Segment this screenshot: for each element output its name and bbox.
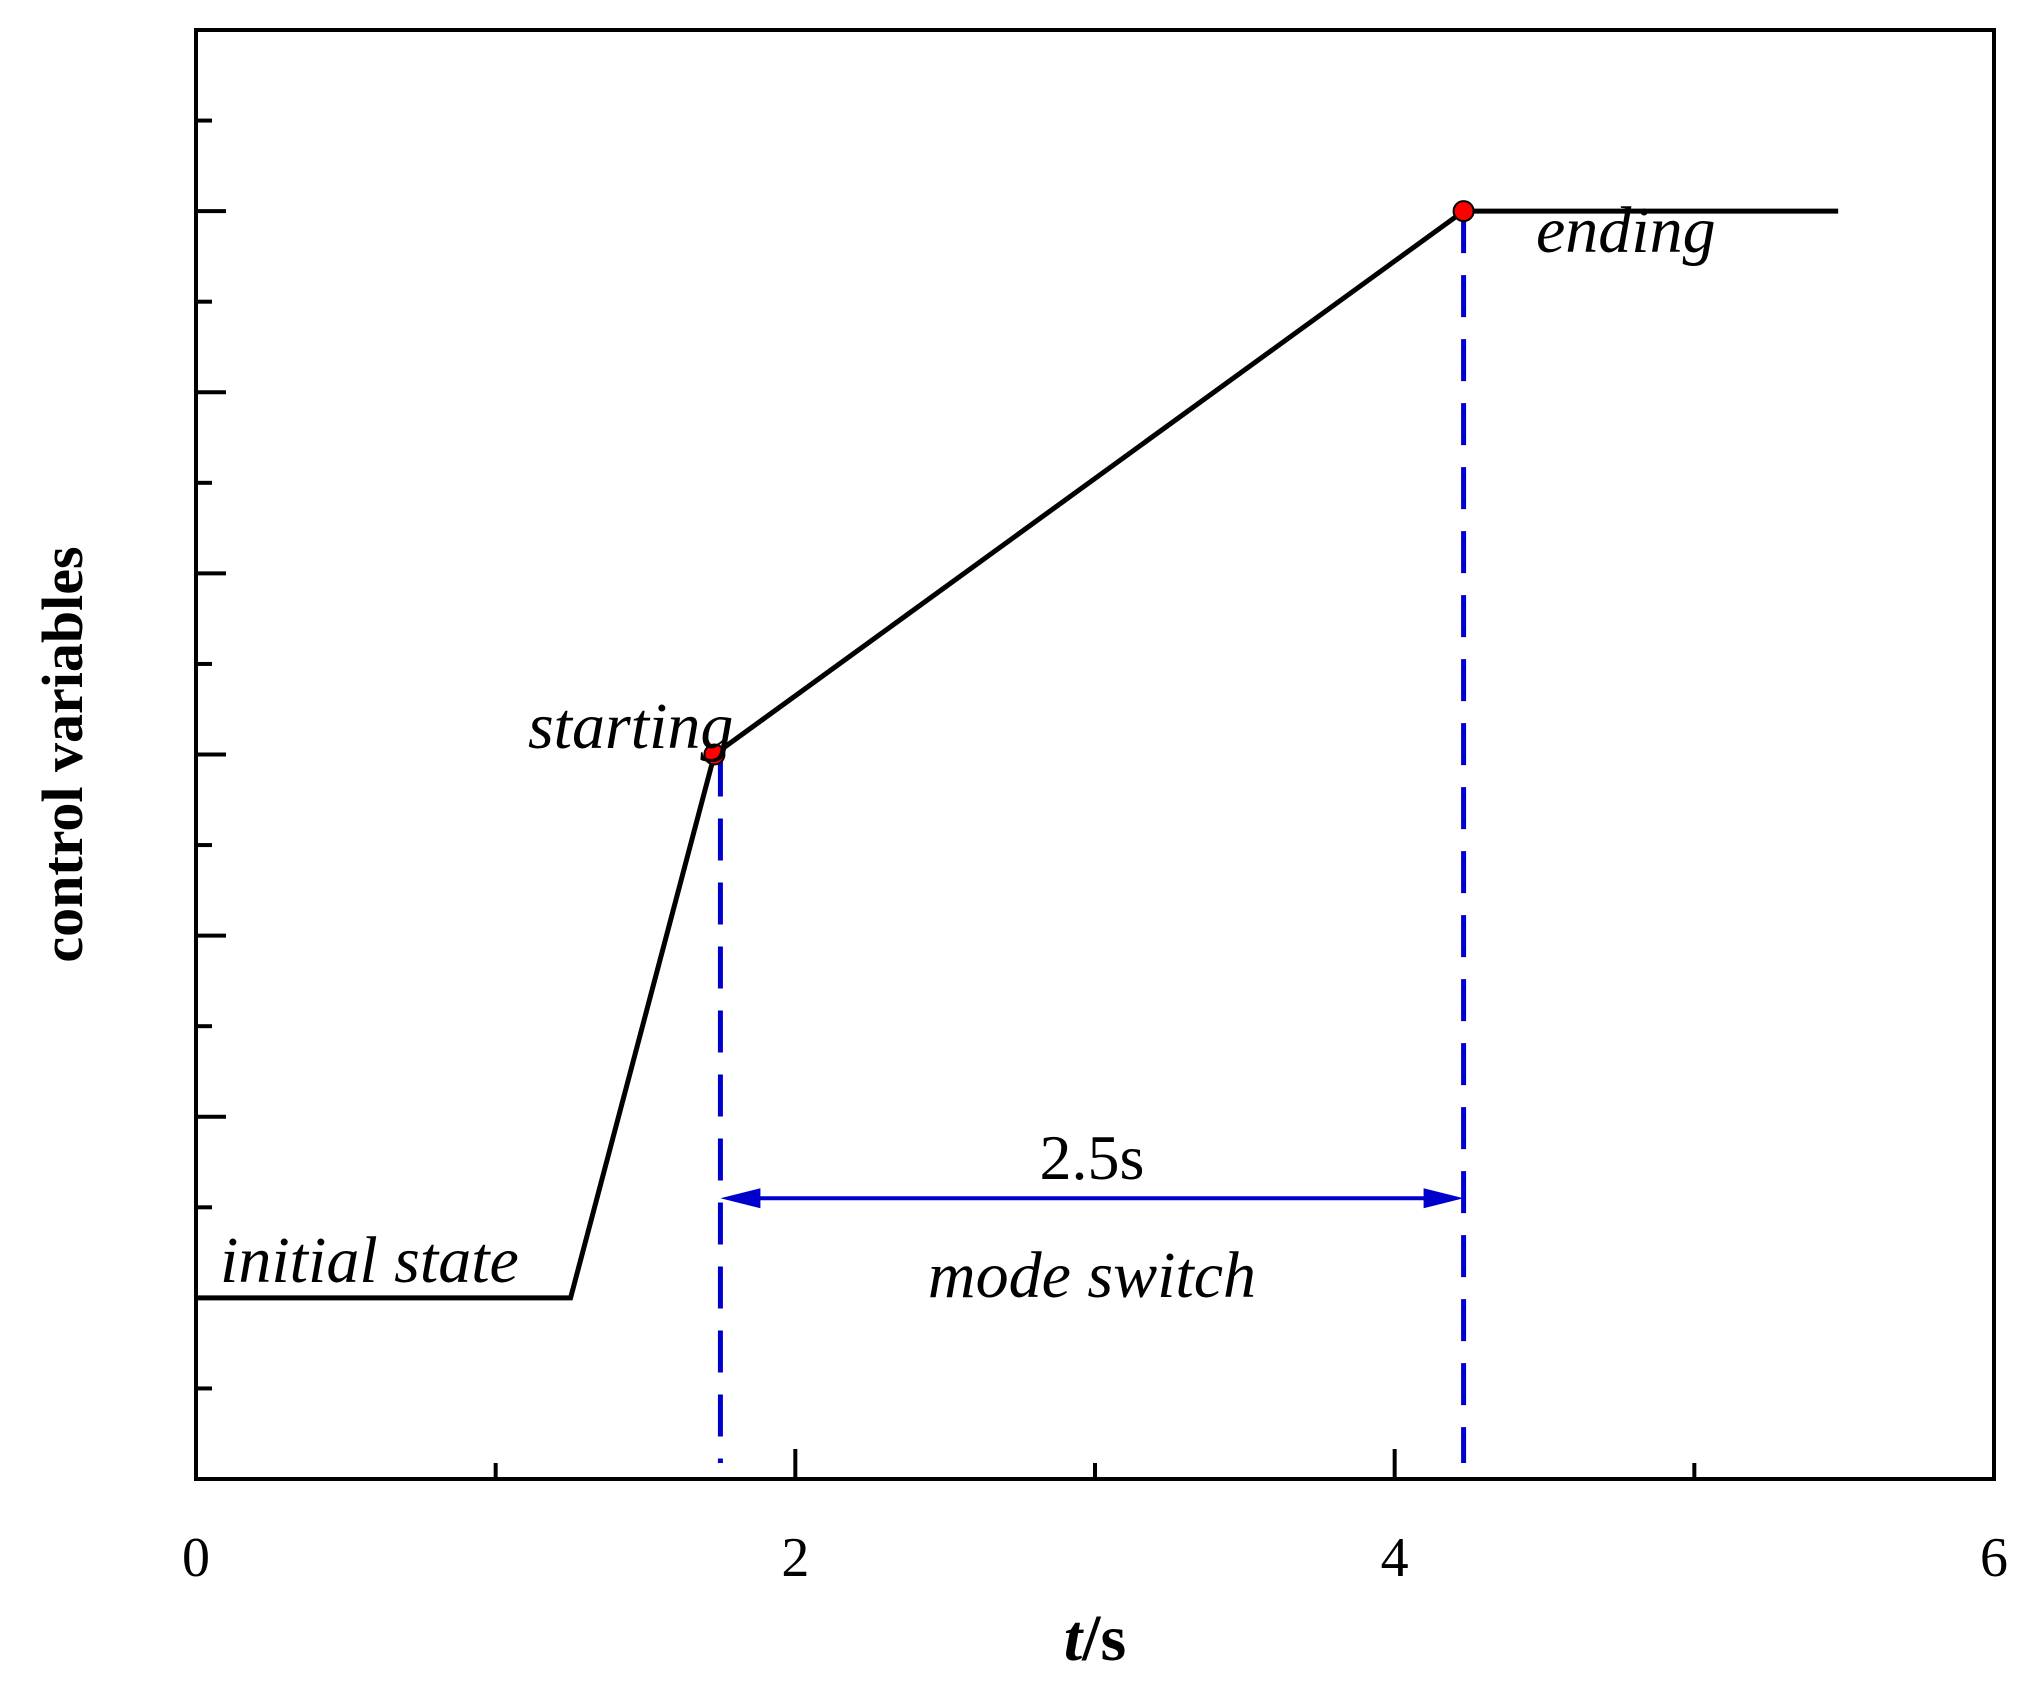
annotation-initial-state: initial state [220,1224,519,1297]
annotation-mode-switch: mode switch [928,1239,1256,1312]
annotation-starting: starting [528,690,733,763]
annotation-ending: ending [1536,194,1716,267]
y-axis-label: control variables [30,546,95,962]
x-tick-label: 0 [182,1527,210,1589]
transition-point [1452,200,1475,223]
x-axis-label-unit: /s [1081,1602,1126,1675]
x-axis-label-variable: t [1064,1602,1084,1675]
x-tick-label: 4 [1381,1527,1409,1589]
marker-layer [703,200,1475,766]
plot-frame [194,28,1996,1481]
transition-point [703,743,726,766]
x-axis-label: t/s [1064,1602,1126,1675]
control-variable-line [196,208,1839,1301]
series-layer [196,208,1839,1301]
duration-arrow-head-right [1423,1188,1464,1209]
annotation-duration: 2.5s [1040,1122,1145,1193]
mode-switch-guides [717,211,1467,1463]
duration-arrow-head-left [720,1188,761,1209]
x-tick-labels: 0 2 4 6 [182,1527,2008,1589]
x-tick-label: 2 [781,1527,809,1589]
x-tick-label: 6 [1980,1527,2008,1589]
